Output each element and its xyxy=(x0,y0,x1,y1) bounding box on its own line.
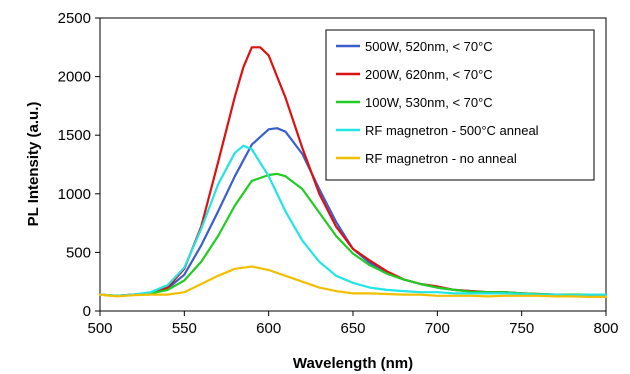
y-axis-title: PL Intensity (a.u.) xyxy=(25,102,42,227)
series-line-4 xyxy=(98,144,608,297)
legend: 500W, 520nm, < 70°C 200W, 620nm, < 70°C 10… xyxy=(325,29,595,181)
x-tick-label: 700 xyxy=(425,320,450,337)
y-tick-label: 0 xyxy=(83,303,91,320)
legend-label-2: 200W, 620nm, < 70°C xyxy=(365,67,493,82)
x-axis: 500 550 600 650 700 750 800 xyxy=(87,311,619,337)
y-tick-label: 500 xyxy=(66,244,91,261)
legend-box xyxy=(325,29,595,181)
y-tick-label: 1500 xyxy=(58,127,91,144)
legend-label-5: RF magnetron - no anneal xyxy=(365,151,517,166)
legend-label-4: RF magnetron - 500°C anneal xyxy=(365,123,539,138)
x-tick-label: 800 xyxy=(593,320,618,337)
y-tick-label: 2500 xyxy=(58,10,91,27)
x-tick-label: 500 xyxy=(87,320,112,337)
x-tick-label: 600 xyxy=(256,320,281,337)
legend-label-1: 500W, 520nm, < 70°C xyxy=(365,39,493,54)
x-tick-label: 550 xyxy=(172,320,197,337)
series-layer xyxy=(98,46,608,298)
x-tick-label: 750 xyxy=(509,320,534,337)
y-tick-label: 2000 xyxy=(58,69,91,86)
y-axis: 0 500 1000 1500 2000 2500 xyxy=(58,10,100,320)
x-tick-label: 650 xyxy=(340,320,365,337)
x-axis-title: Wavelength (nm) xyxy=(293,355,413,372)
y-tick-label: 1000 xyxy=(58,186,91,203)
legend-label-3: 100W, 530nm, < 70°C xyxy=(365,95,493,110)
series-line-5 xyxy=(98,265,608,298)
